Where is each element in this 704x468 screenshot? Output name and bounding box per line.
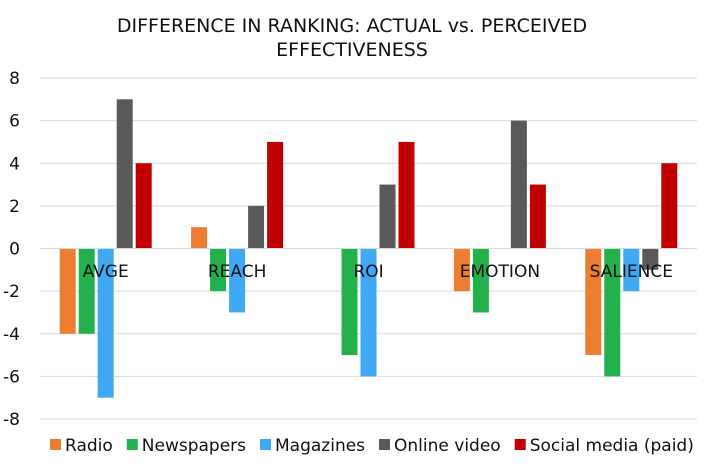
legend-label: Online video [394, 436, 501, 456]
y-tick-label: 2 [9, 197, 20, 217]
bar-radio-avge [59, 248, 76, 334]
category-labels: AVGE REACH ROI EMOTION SALIENCE [83, 262, 673, 282]
bar-online-video-salience [642, 248, 659, 270]
bar-magazines-reach [229, 248, 246, 313]
bar-social-media-paid-roi [398, 141, 415, 249]
legend-swatch [514, 439, 526, 450]
legend-label: Newspapers [142, 436, 246, 456]
category-label: SALIENCE [590, 262, 673, 282]
legend-swatch [379, 439, 391, 450]
bar-magazines-roi [360, 248, 377, 377]
bar-social-media-paid-emotion [529, 184, 546, 249]
bar-online-video-roi [379, 184, 396, 249]
legend-item: Online video [379, 436, 501, 456]
bar-newspapers-emotion [472, 248, 489, 313]
y-tick-label: 4 [9, 154, 20, 174]
y-tick-label: -4 [3, 325, 20, 345]
bar-radio-reach [191, 227, 208, 249]
category-label: ROI [353, 262, 383, 282]
legend-label: Social media (paid) [530, 436, 694, 456]
chart-title-line-1: DIFFERENCE IN RANKING: ACTUAL vs. PERCEI… [117, 15, 587, 37]
bar-newspapers-avge [78, 248, 95, 334]
bar-newspapers-reach [210, 248, 227, 292]
bar-radio-emotion [453, 248, 470, 292]
y-tick-label: -8 [3, 410, 20, 430]
legend-label: Radio [65, 436, 113, 456]
legend-item: Magazines [260, 436, 365, 456]
y-tick-label: 0 [9, 240, 20, 260]
legend-swatch [50, 439, 61, 450]
bars [40, 99, 697, 398]
y-tick-label: -6 [3, 367, 20, 387]
bar-social-media-paid-avge [135, 163, 152, 249]
y-tick-label: 8 [9, 69, 20, 89]
legend-swatch [260, 439, 272, 450]
legend-item: Radio [50, 436, 113, 456]
legend-label: Magazines [275, 436, 365, 456]
legend-item: Social media (paid) [514, 436, 694, 456]
y-tick-label: -2 [3, 282, 20, 302]
bar-online-video-emotion [510, 120, 527, 249]
y-tick-label: 6 [9, 112, 20, 132]
bar-social-media-paid-reach [267, 141, 284, 249]
bar-newspapers-roi [341, 248, 358, 356]
legend-swatch [126, 439, 138, 450]
chart-title: DIFFERENCE IN RANKING: ACTUAL vs. PERCEI… [117, 15, 587, 61]
chart-title-line-2: EFFECTIVENESS [276, 39, 428, 61]
y-axis-ticks: -8 -6 -4 -2 0 2 4 6 8 [3, 69, 20, 430]
legend: Radio Newspapers Magazines Online video Soci… [50, 436, 694, 456]
bar-magazines-avge [97, 248, 114, 398]
bar-online-video-avge [116, 99, 133, 249]
bar-magazines-salience [623, 248, 640, 292]
legend-item: Newspapers [126, 436, 246, 456]
category-label: EMOTION [460, 262, 540, 282]
bar-newspapers-salience [604, 248, 621, 377]
bar-radio-salience [585, 248, 602, 356]
bar-online-video-reach [248, 205, 265, 249]
bar-social-media-paid-salience [661, 163, 678, 249]
category-label: REACH [208, 262, 267, 282]
category-label: AVGE [83, 262, 129, 282]
